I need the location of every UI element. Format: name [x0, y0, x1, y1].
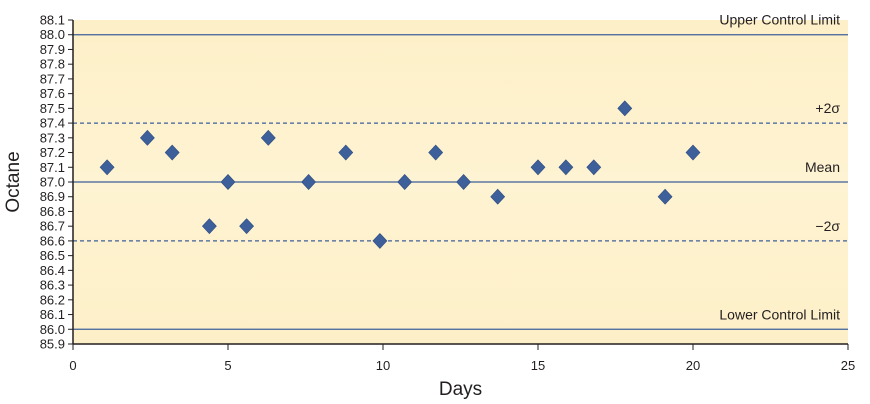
x-axis-title: Days [439, 379, 482, 400]
data-point [164, 144, 180, 161]
data-point [301, 174, 317, 190]
reference-label: Lower Control Limit [719, 306, 840, 322]
y-tick-label: 86.4 [40, 263, 65, 278]
data-point [456, 174, 472, 190]
y-tick-label: 87.9 [40, 42, 65, 57]
x-tick-label: 10 [376, 358, 390, 373]
data-point [657, 188, 673, 205]
data-point [490, 188, 506, 205]
reference-label: Mean [805, 159, 840, 175]
y-tick-label: 85.9 [40, 337, 65, 352]
y-tick-label: 86.9 [40, 189, 65, 204]
reference-label: Upper Control Limit [719, 12, 840, 28]
y-tick-label: 87.6 [40, 86, 65, 101]
y-tick-label: 88.1 [40, 13, 65, 28]
y-tick-label: 88.0 [40, 27, 65, 42]
y-axis-title: Octane [3, 151, 24, 212]
data-point [372, 232, 388, 249]
data-points [99, 100, 701, 249]
x-tick-label: 15 [531, 358, 545, 373]
y-tick-label: 87.3 [40, 130, 65, 145]
data-point [99, 159, 115, 176]
reference-labels: Upper Control Limit +2σ Mean −2σ Lower Contr… [719, 12, 840, 323]
data-point [220, 174, 236, 190]
y-tick-label: 86.5 [40, 248, 65, 263]
data-point [685, 144, 701, 161]
reference-label: −2σ [815, 218, 840, 234]
data-point [338, 144, 354, 161]
y-tick-label: 86.6 [40, 233, 65, 248]
y-tick-label: 87.8 [40, 57, 65, 72]
y-tick-label: 86.8 [40, 204, 65, 219]
x-tick-label: 20 [686, 358, 700, 373]
x-tick-label: 5 [224, 358, 231, 373]
y-tick-label: 86.0 [40, 322, 65, 337]
x-axis-ticks: 0 5 10 15 20 25 [69, 344, 855, 373]
y-tick-label: 87.2 [40, 145, 65, 160]
y-tick-label: 87.4 [40, 116, 65, 131]
x-tick-label: 0 [69, 358, 76, 373]
data-point [260, 129, 276, 146]
data-point [139, 129, 155, 146]
y-axis-ticks: 85.986.086.186.286.386.486.586.686.786.8… [40, 13, 73, 352]
reference-label: +2σ [815, 100, 840, 116]
data-point [586, 159, 602, 176]
y-tick-label: 86.1 [40, 307, 65, 322]
y-tick-label: 87.7 [40, 71, 65, 86]
data-point [558, 159, 574, 176]
data-point [239, 218, 255, 235]
data-point [201, 218, 217, 235]
x-tick-label: 25 [841, 358, 855, 373]
y-tick-label: 86.2 [40, 292, 65, 307]
y-tick-label: 87.0 [40, 175, 65, 190]
data-point [397, 174, 413, 190]
data-point [530, 159, 546, 176]
data-point [617, 100, 633, 117]
y-tick-label: 86.3 [40, 278, 65, 293]
y-tick-label: 87.5 [40, 101, 65, 116]
y-tick-label: 87.1 [40, 160, 65, 175]
data-point [428, 144, 444, 161]
y-tick-label: 86.7 [40, 219, 65, 234]
